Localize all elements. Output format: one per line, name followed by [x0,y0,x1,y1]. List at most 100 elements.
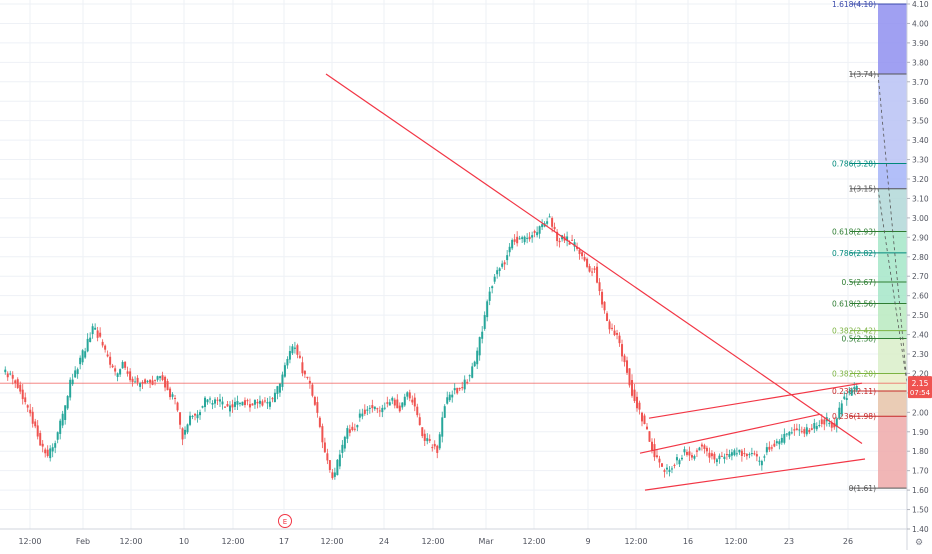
fib-level-label: 0.5(2.38) [842,334,877,343]
candle-body [733,450,736,456]
candle-body [551,218,554,227]
settings-icon[interactable]: ⚙ [915,538,923,548]
candle-body [31,411,34,424]
candle-body [199,412,202,416]
fib-level-label: 0.382(2.42) [832,327,876,336]
candle-body [705,447,708,452]
x-tick-label: 12:00 [624,537,647,546]
candle-body [89,337,92,342]
candle-body [81,350,84,363]
candle-body [206,399,209,403]
candle-body [848,391,851,393]
candle-body [810,428,813,430]
candle-body [363,409,366,414]
candle-body [171,394,174,397]
candle-body [633,389,636,402]
y-tick-label: 3.70 [912,78,929,87]
candle-body [201,406,204,408]
candle-body [715,459,718,463]
candle-body [683,449,686,453]
candle-body [56,432,59,440]
y-tick-labels: 4.10 4.00 3.90 3.80 3.70 3.60 3.50 3.40 3.30 3.20… [907,0,929,534]
candle-body [438,434,441,449]
candle-body [828,423,831,425]
candle-body [126,371,129,374]
candle-body [119,369,122,375]
candle-body [621,344,624,357]
y-tick-label: 3.40 [912,136,929,145]
last-price-countdown: 07:54 [910,389,931,397]
event-marker-circle[interactable] [278,514,292,528]
candle-body [808,429,811,433]
candle-body [141,381,144,384]
candle-body [763,456,766,458]
candle-body [596,266,599,283]
candle-body [593,268,596,270]
candle-body [146,380,149,382]
candle-body [106,354,109,357]
candle-body [655,455,658,458]
trend-line-channel-middle[interactable] [639,413,821,454]
candle-body [378,410,381,412]
candle-body [116,373,119,377]
candle-body [511,239,514,249]
fib-level-label: 0.382(2.20) [832,369,876,378]
candle-body [283,365,286,377]
candle-body [850,389,853,396]
candle-body [268,401,271,407]
y-tick-label: 3.90 [912,39,929,48]
candle-body [16,379,19,388]
candle-body [516,236,519,244]
candle-body [708,452,711,458]
candle-body [616,333,619,335]
candle-body [770,447,773,449]
candle-body [278,383,281,393]
candle-body [19,384,22,392]
candle-body [266,402,269,404]
candle-body [461,387,464,389]
trend-line-channel-upper[interactable] [648,382,863,419]
candle-body [675,457,678,461]
candle-body [99,332,102,337]
candle-body [159,376,162,379]
candle-body [845,398,848,401]
candle-body [800,431,803,433]
candle-body [79,357,82,365]
candle-body [528,236,531,240]
candle-body [51,447,54,452]
candle-body [486,301,489,318]
candle-body [478,337,481,356]
candle-body [760,461,763,466]
candle-body [39,433,42,446]
candle-body [815,426,818,430]
candle-body [258,400,261,404]
candle-body [271,398,274,400]
candle-body [788,431,791,436]
candle-body [660,463,663,467]
candle-body [541,224,544,228]
candle-body [421,427,424,437]
candle-body [149,379,152,383]
candle-body [748,454,751,456]
candle-body [34,421,37,427]
candle-body [720,455,723,457]
candle-body [101,341,104,346]
candle-body [451,394,454,398]
price-axis[interactable] [907,0,932,550]
trend-line-channel-lower[interactable] [644,458,866,491]
candle-body [506,255,509,261]
candle-body [204,397,207,408]
candle-body [606,313,609,321]
candle-body [745,453,748,457]
candle-body [343,436,346,449]
candle-body [853,387,856,389]
candle-body [798,429,801,431]
trend-line-downtrend[interactable] [325,73,863,444]
candle-body [426,438,429,442]
candle-body [418,417,421,426]
candle-body [124,361,127,368]
candle-body [588,266,591,272]
event-marker[interactable]: E [278,514,292,528]
